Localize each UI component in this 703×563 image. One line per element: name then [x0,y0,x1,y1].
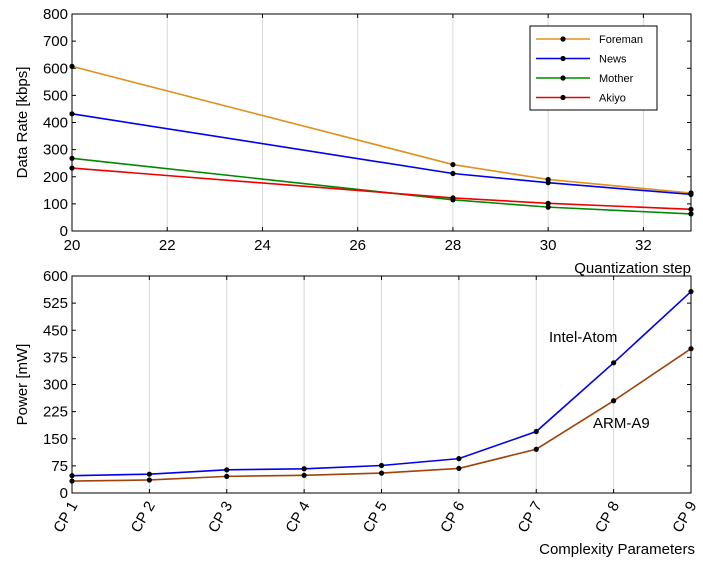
legend-box [529,25,658,111]
y-tick-label: 450 [43,322,68,339]
x-tick-label: 32 [635,237,652,254]
x-tick-label: CP 3 [205,499,236,536]
data-point [69,478,75,484]
x-tick-label: 20 [64,237,81,254]
data-point [450,170,456,177]
y-tick-label: 400 [43,115,68,132]
x-tick-label: 28 [445,237,462,254]
x-axis-label: Quantization step [574,260,691,277]
legend-label: News [599,54,627,66]
x-tick-label: 24 [254,237,271,254]
y-tick-label: 375 [43,349,68,366]
data-point [224,467,230,473]
x-tick-label: CP 4 [282,499,313,536]
power-chart: CP 1 CP 2 CP 3 CP 4 CP 5 CP 6 CP 7 CP 8 CP 9 0 75 1… [14,268,700,558]
legend-label: Mother [599,73,634,85]
y-tick-label: 525 [43,295,68,312]
y-tick-label: 500 [43,87,68,104]
data-point [146,471,152,477]
y-tick-label: 800 [43,6,68,23]
data-point [69,111,75,117]
data-point [688,206,694,212]
x-tick-label: CP 7 [514,499,545,536]
y-tick-label: 100 [43,196,68,213]
annotation-arm-a9: ARM-A9 [593,415,650,432]
y-tick-label: 225 [43,404,68,421]
data-point [456,456,462,462]
y-axis-label: Data Rate [kbps] [14,67,31,179]
data-point [301,466,307,472]
data-rate-chart: 20 22 24 26 28 30 32 0 100 200 300 400 500 600 700 800 F… [14,6,694,277]
legend-label: Akiyo [599,93,626,105]
data-point [69,473,75,479]
data-point [456,465,462,472]
data-point [611,398,617,404]
x-tick-label: 22 [159,237,176,254]
data-point [688,191,694,197]
legend-marker [560,94,566,101]
data-point [450,195,456,201]
data-point [688,346,694,352]
annotation-intel-atom: Intel-Atom [549,329,617,346]
y-tick-label: 75 [51,458,68,475]
y-tick-label: 600 [43,268,68,285]
x-tick-label: CP 2 [128,499,159,536]
x-tick-label: CP 8 [592,499,623,536]
legend-marker [560,75,566,81]
y-tick-label: 200 [43,169,68,186]
y-tick-label: 300 [43,377,68,394]
data-point [611,360,617,366]
legend-marker [560,55,566,62]
data-point [69,63,75,69]
series-line-mother [71,157,692,215]
data-point [545,204,551,210]
data-point [688,211,694,217]
data-point [545,200,551,206]
series-line-foreman [71,65,692,194]
series-line-akiyo [71,167,692,211]
data-point [533,428,539,435]
legend-marker [560,36,566,42]
series-line-news [71,113,692,196]
data-point [688,288,694,295]
y-axis-label: Power [mW] [14,344,31,426]
x-tick-label: CP 5 [360,499,391,536]
x-tick-label: CP 1 [50,499,81,536]
data-point [69,155,75,161]
plot-frame [71,13,692,232]
data-point [146,477,152,483]
x-tick-label: CP 9 [669,499,700,536]
y-tick-label: 0 [60,485,68,502]
data-point [69,165,75,171]
legend-label: Foreman [599,34,643,46]
y-tick-label: 150 [43,431,68,448]
x-axis-label: Complexity Parameters [539,541,695,558]
data-point [545,180,551,186]
y-tick-label: 300 [43,142,68,159]
data-point [450,161,456,168]
data-point [378,470,385,476]
data-point [224,473,230,479]
x-tick-label: CP 6 [437,499,468,536]
data-point [533,446,539,452]
data-point [301,472,307,478]
x-tick-label: 30 [540,237,557,254]
plot-frame [71,275,692,494]
y-tick-label: 0 [60,223,68,240]
y-tick-label: 700 [43,33,68,50]
x-tick-label: 26 [349,237,366,254]
data-point [378,462,385,469]
y-tick-label: 600 [43,60,68,77]
